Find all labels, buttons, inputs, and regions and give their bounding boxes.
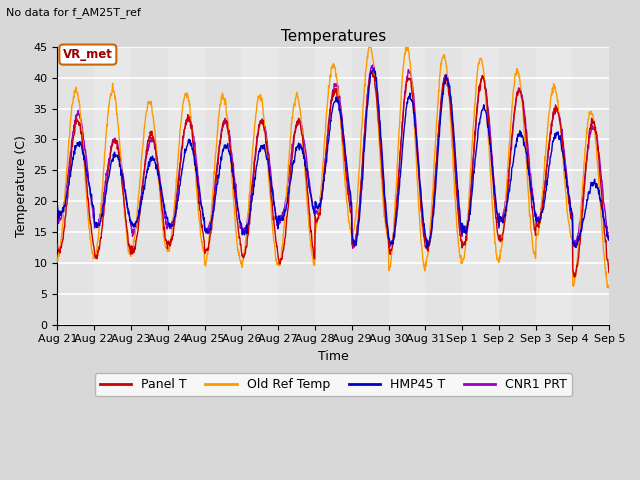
Text: VR_met: VR_met bbox=[63, 48, 113, 61]
Bar bbox=[352, 47, 388, 324]
Title: Temperatures: Temperatures bbox=[281, 29, 386, 44]
Bar bbox=[426, 47, 462, 324]
Y-axis label: Temperature (C): Temperature (C) bbox=[15, 135, 28, 237]
Bar bbox=[572, 47, 609, 324]
Text: No data for f_AM25T_ref: No data for f_AM25T_ref bbox=[6, 7, 141, 18]
Bar bbox=[278, 47, 315, 324]
X-axis label: Time: Time bbox=[318, 350, 349, 363]
Bar bbox=[205, 47, 241, 324]
Bar bbox=[499, 47, 536, 324]
Bar bbox=[131, 47, 168, 324]
Legend: Panel T, Old Ref Temp, HMP45 T, CNR1 PRT: Panel T, Old Ref Temp, HMP45 T, CNR1 PRT bbox=[95, 373, 572, 396]
Bar bbox=[58, 47, 94, 324]
